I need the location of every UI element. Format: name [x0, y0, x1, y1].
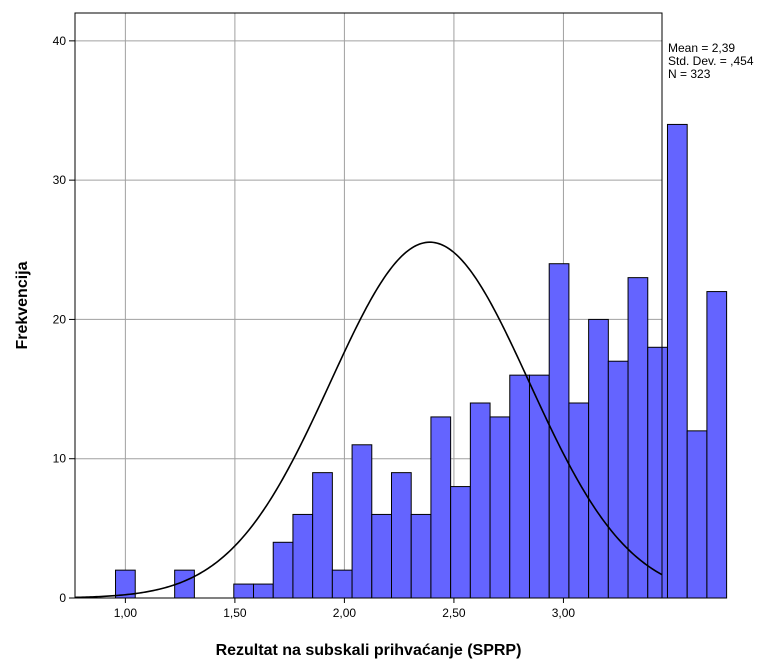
histogram-bar	[607, 360, 629, 599]
histogram-bar	[312, 472, 333, 599]
histogram-bar	[292, 513, 314, 599]
histogram-bar	[410, 513, 432, 599]
histogram-bar	[666, 123, 688, 599]
normal-curve	[74, 241, 663, 599]
histogram-bar	[509, 374, 530, 599]
y-tick-label: 20	[53, 312, 67, 326]
y-tick-label: 10	[53, 452, 67, 466]
histogram-bar	[588, 318, 609, 599]
x-tick-label: 2,00	[333, 606, 357, 620]
stats-std-dev: Std. Dev. = ,454	[668, 54, 754, 68]
y-tick-label: 40	[53, 34, 67, 48]
y-axis-ticks: 0 10 20 30 40	[53, 34, 75, 605]
histogram-bar	[686, 430, 708, 599]
histogram-bar	[528, 374, 550, 599]
histogram-bar	[233, 583, 255, 599]
x-tick-label: 2,50	[442, 606, 466, 620]
y-tick-label: 0	[59, 591, 66, 605]
x-tick-label: 1,50	[223, 606, 247, 620]
histogram-bar	[450, 486, 471, 599]
plot-frame	[74, 12, 663, 599]
x-tick-label: 3,00	[552, 606, 576, 620]
histogram-bar	[390, 472, 412, 599]
y-axis-title: Frekvencija	[14, 261, 31, 349]
stats-n: N = 323	[668, 67, 711, 81]
histogram-bar	[568, 402, 590, 599]
histogram-bar	[253, 583, 274, 599]
histogram-bar	[647, 346, 668, 599]
stats-mean: Mean = 2,39	[668, 41, 735, 55]
histogram-bar	[351, 444, 373, 599]
y-tick-label: 30	[53, 173, 67, 187]
histogram-bar	[272, 541, 294, 599]
histogram-bar	[331, 569, 353, 599]
histogram-bar	[706, 291, 728, 599]
histogram-bar	[469, 402, 491, 599]
histogram-bars	[115, 123, 728, 599]
histogram-bar	[430, 416, 452, 599]
x-axis-ticks: 1,00 1,50 2,00 2,50 3,00	[114, 598, 576, 620]
x-axis-title: Rezultat na subskali prihvaćanje (SPRP)	[216, 642, 522, 659]
histogram-bar	[371, 513, 392, 599]
histogram-bar	[489, 416, 511, 599]
histogram-bar	[627, 277, 649, 599]
stats-box: Mean = 2,39 Std. Dev. = ,454 N = 323	[668, 41, 754, 81]
x-tick-label: 1,00	[114, 606, 138, 620]
